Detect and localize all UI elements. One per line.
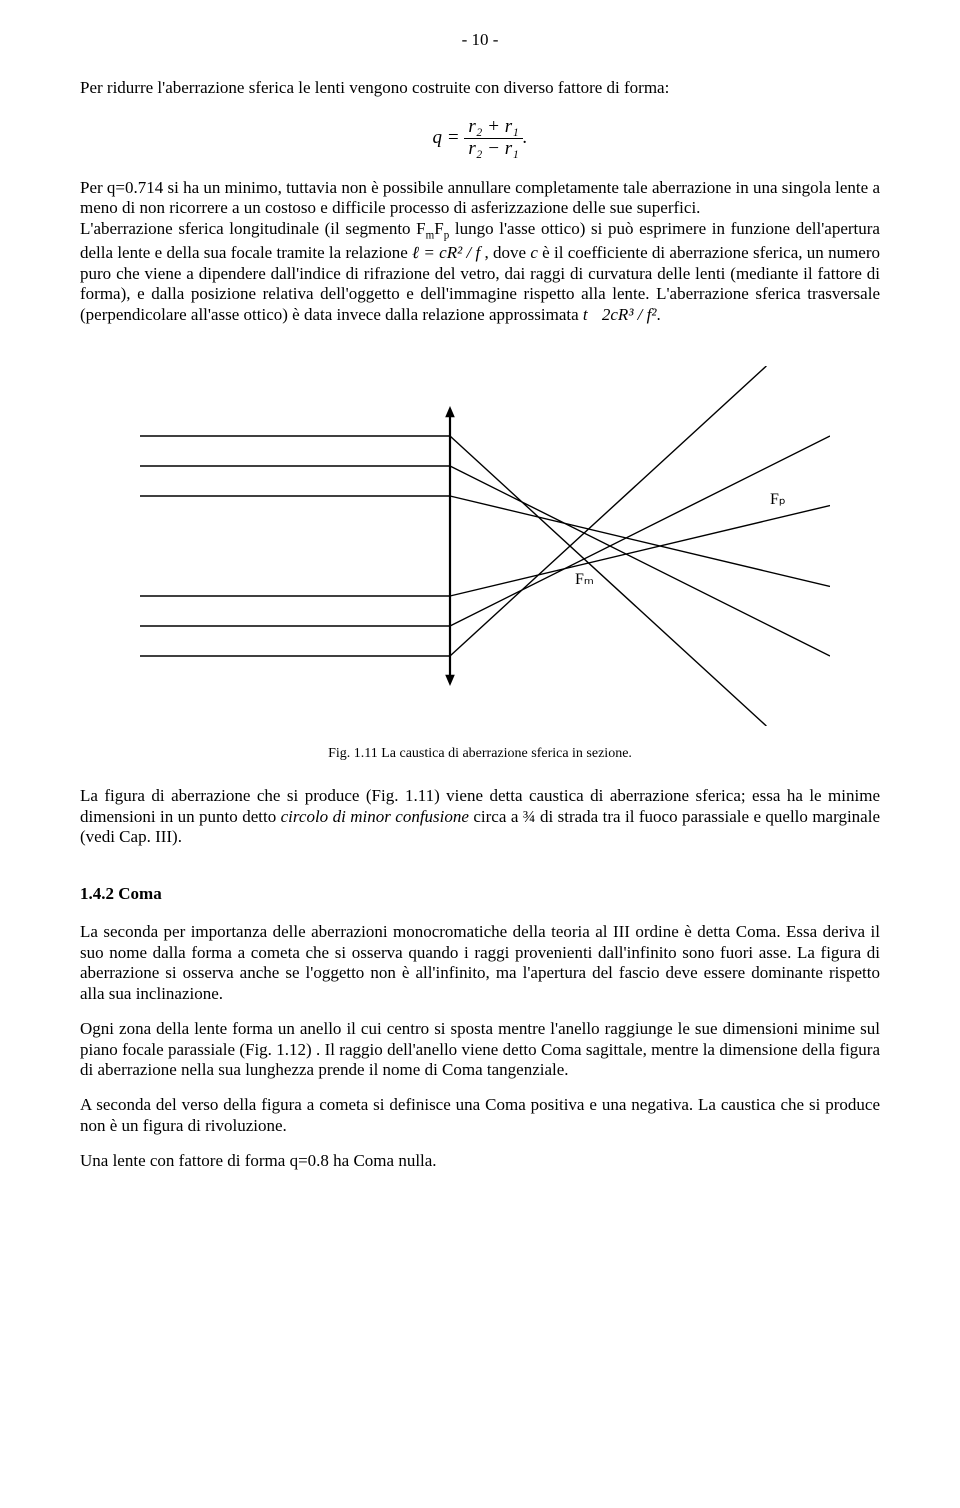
inline-formula-t-rhs: 2cR³ / f² — [598, 305, 657, 324]
italic-term: circolo di minor confusione — [281, 807, 469, 826]
subscript-m: m — [426, 229, 435, 241]
svg-text:Fₘ: Fₘ — [575, 571, 594, 588]
text-run: . — [656, 305, 660, 324]
text-run: , dove — [480, 243, 530, 262]
figure-caption: Fig. 1.11 La caustica di aberrazione sfe… — [80, 746, 880, 762]
ray-diagram: Fₚ Fₘ — [80, 366, 880, 726]
inline-formula-t-lhs: t — [583, 305, 588, 324]
formula-tail: . — [523, 126, 528, 147]
text-run: F — [434, 219, 443, 238]
paragraph-main: Per q=0.714 si ha un minimo, tuttavia no… — [80, 178, 880, 326]
formula-denominator: r₂ − r₁ — [464, 139, 522, 160]
diagram-svg: Fₚ Fₘ — [130, 366, 830, 726]
svg-text:Fₚ: Fₚ — [770, 491, 786, 508]
intro-paragraph: Per ridurre l'aberrazione sferica le len… — [80, 78, 880, 99]
coma-paragraph-2: Ogni zona della lente forma un anello il… — [80, 1019, 880, 1081]
formula-lhs: q = — [433, 126, 460, 147]
page: - 10 - Per ridurre l'aberrazione sferica… — [0, 0, 960, 1508]
coma-paragraph-1: La seconda per importanza delle aberrazi… — [80, 922, 880, 1005]
inline-formula: ℓ = cR² / f — [412, 243, 480, 262]
formula-q: q = r₂ + r₁ r₂ − r₁ . — [80, 117, 880, 160]
text-run: Per q=0.714 si ha un minimo, tuttavia no… — [80, 178, 880, 218]
formula-fraction: r₂ + r₁ r₂ − r₁ — [464, 117, 522, 160]
page-number: - 10 - — [80, 30, 880, 50]
coma-paragraph-4: Una lente con fattore di forma q=0.8 ha … — [80, 1151, 880, 1172]
paragraph-after-figure: La figura di aberrazione che si produce … — [80, 786, 880, 848]
text-run: L'aberrazione sferica longitudinale (il … — [80, 219, 426, 238]
formula-numerator: r₂ + r₁ — [464, 117, 522, 139]
inline-c: c — [530, 243, 538, 262]
section-heading: 1.4.2 Coma — [80, 884, 880, 904]
coma-paragraph-3: A seconda del verso della figura a comet… — [80, 1095, 880, 1136]
